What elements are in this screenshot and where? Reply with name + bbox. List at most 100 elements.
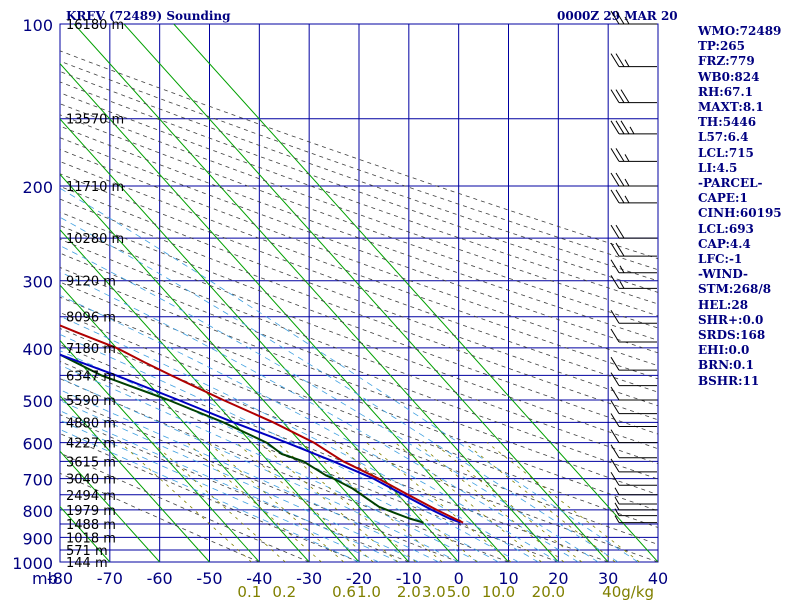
temperature-tick-label: -80 — [47, 569, 73, 588]
moist-adiabat — [60, 245, 599, 562]
barb-flag — [615, 148, 625, 162]
pressure-label: 500 — [22, 392, 53, 411]
height-label: 6347 m — [66, 369, 116, 384]
temperature-tick-label: 20 — [548, 569, 568, 588]
pressure-label: 400 — [22, 340, 53, 359]
isotherm-line — [60, 395, 210, 562]
moist-adiabat — [60, 419, 380, 562]
height-label: 2494 m — [66, 489, 116, 504]
barb-flag — [615, 242, 625, 257]
index-line: RH:67.1 — [698, 84, 753, 99]
moist-adiabat — [60, 334, 519, 562]
mixing-ratio-label: 20.0 — [532, 583, 565, 600]
parcel-trace — [60, 353, 461, 524]
wind-barb — [610, 89, 657, 104]
moist-adiabat — [60, 187, 639, 562]
wind-barb — [610, 386, 657, 401]
height-label: 8096 m — [66, 311, 116, 326]
sounding-profiles — [60, 324, 464, 524]
mixing-ratio-label: 5.0 — [447, 583, 471, 600]
pressure-label: 700 — [22, 471, 53, 490]
dry-adiabat — [60, 281, 658, 512]
barb-half-flag — [614, 487, 620, 496]
barb-flag — [610, 444, 620, 458]
dry-adiabat — [60, 173, 658, 393]
dry-adiabat — [60, 360, 559, 562]
wind-barb — [610, 458, 657, 473]
barb-flag — [610, 242, 620, 257]
dry-adiabat — [60, 125, 658, 341]
dewpoint-profile — [60, 353, 424, 524]
mixing-ratio-line — [208, 442, 345, 562]
pressure-label: 900 — [22, 529, 53, 548]
index-line: WMO:72489 — [698, 24, 782, 38]
temperature-tick-label: 10 — [498, 569, 518, 588]
dry-adiabat — [60, 452, 310, 562]
barb-flag — [615, 53, 625, 67]
index-line: CAP:4.4 — [698, 236, 751, 251]
index-line: LI:4.5 — [698, 160, 738, 175]
barb-half-flag — [619, 265, 625, 274]
barb-flag — [610, 458, 620, 473]
mixing-ratio-line — [120, 442, 252, 562]
height-label: 11710 m — [66, 180, 124, 195]
barb-flag — [615, 172, 625, 187]
index-line: EHI:0.0 — [698, 343, 750, 358]
mixing-ratio-label: 0.2 — [272, 583, 296, 600]
isotherm-line — [60, 118, 460, 562]
dry-adiabat — [60, 149, 658, 367]
temperature-profile — [60, 324, 464, 524]
chart-title: KREV (72489) Sounding — [66, 9, 231, 23]
mixing-ratio-label: 3.0 — [422, 583, 446, 600]
wind-barb — [610, 120, 657, 135]
dry-adiabat — [60, 198, 658, 421]
dry-adiabat — [60, 185, 658, 407]
wind-barbs — [610, 10, 657, 524]
barb-flag — [610, 259, 620, 274]
height-label: 16180 m — [66, 18, 124, 33]
barb-half-flag — [624, 154, 630, 162]
barb-flag — [610, 224, 620, 239]
mixing-ratio-label: 0.1 — [237, 583, 261, 600]
mixing-ratio-line — [236, 442, 374, 562]
barb-flag — [610, 10, 620, 25]
wind-barb — [610, 224, 657, 239]
index-line: WB0:824 — [698, 69, 760, 84]
wind-barb — [614, 508, 657, 517]
height-label: 7180 m — [66, 342, 116, 357]
sounding-timestamp: 0000Z 29 MAR 20 — [557, 9, 678, 23]
mixing-ratio-label: 2.0 — [397, 583, 421, 600]
barb-flag — [610, 53, 620, 67]
temperature-tick-label: -50 — [196, 569, 222, 588]
barb-flag — [610, 429, 620, 443]
pressure-label: 300 — [22, 273, 53, 292]
mixing-ratio-line — [486, 442, 640, 562]
height-label: 5590 m — [66, 394, 116, 409]
mixing-ratio-line — [334, 442, 478, 562]
mixing-ratio-line — [416, 442, 565, 562]
index-line: -WIND- — [698, 267, 748, 282]
mixing-ratio-line — [366, 442, 512, 562]
height-label: 1488 m — [66, 518, 116, 533]
height-label: 1979 m — [66, 504, 116, 519]
wind-barb — [610, 471, 657, 486]
index-line: FRZ:779 — [698, 54, 755, 69]
barb-flag — [620, 120, 630, 135]
temperature-tick-label: -70 — [97, 569, 123, 588]
index-line: LFC:-1 — [698, 252, 743, 267]
mixing-ratio-line — [152, 442, 286, 562]
barb-flag — [610, 413, 620, 427]
wind-barb — [610, 400, 657, 415]
height-label: 4880 m — [66, 416, 116, 431]
mixing-ratio-label: 0.6 — [332, 583, 356, 600]
wind-barb — [610, 444, 657, 459]
wind-barb — [610, 413, 657, 428]
temperature-tick-label: 0 — [454, 569, 464, 588]
mixing-ratio-line — [464, 442, 616, 562]
isotherm-line — [60, 339, 260, 562]
wind-barb — [610, 172, 657, 187]
height-label: 9120 m — [66, 275, 116, 290]
barb-flag — [610, 172, 620, 187]
dry-adiabat — [60, 252, 658, 480]
